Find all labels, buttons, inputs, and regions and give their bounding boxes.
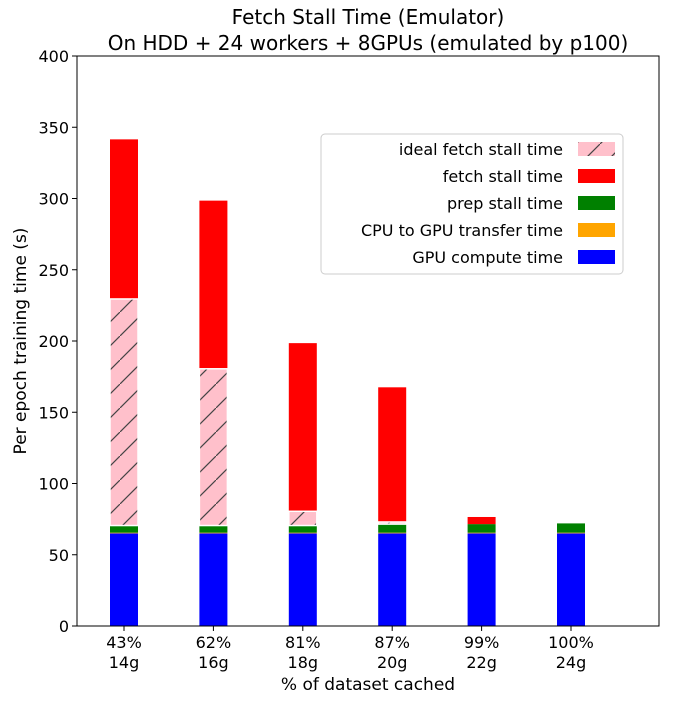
x-tick-label: 43% (106, 633, 142, 652)
x-tick-label: 87% (374, 633, 410, 652)
y-tick-label: 400 (38, 47, 69, 66)
bar-prep-stall-time (288, 525, 317, 533)
bar-gpu-compute-time (467, 533, 496, 626)
bar-cpu-to-gpu-transfer-time (557, 532, 585, 534)
x-tick-label: 99% (464, 633, 500, 652)
x-tick-label: 62% (196, 633, 232, 652)
x-tick-label: 81% (285, 633, 321, 652)
bar-gpu-compute-time (288, 533, 317, 626)
bar-ideal-fetch-stall-time (288, 510, 318, 527)
bars (109, 139, 585, 626)
bar-fetch-stall-time (378, 387, 407, 525)
y-tick-label: 300 (38, 190, 69, 209)
x-axis: 43%14g 62%16g 81%18g 87%20g 99%22g 100%24g (106, 626, 594, 672)
bar-cpu-to-gpu-transfer-time (288, 532, 317, 534)
bar-prep-stall-time (199, 525, 228, 533)
y-axis: 0 50 100 150 200 250 300 350 400 (38, 47, 77, 636)
bar-ideal-fetch-stall-time (377, 521, 407, 525)
y-tick-label: 100 (38, 475, 69, 494)
legend-swatch (578, 142, 615, 156)
bar-gpu-compute-time (110, 533, 138, 626)
y-tick-label: 0 (59, 617, 69, 636)
bar-fetch-stall-time (467, 516, 496, 525)
x-tick-label: 100% (548, 633, 594, 652)
legend-swatch (578, 169, 615, 183)
bar-cpu-to-gpu-transfer-time (199, 532, 228, 534)
legend-swatch (578, 196, 615, 210)
y-tick-label: 150 (38, 403, 69, 422)
plot-frame (76, 55, 660, 627)
y-axis-label: Per epoch training time (s) (11, 228, 31, 455)
bar-prep-stall-time (378, 524, 407, 533)
x-tick-label: 14g (109, 653, 140, 672)
legend-swatch (578, 223, 615, 237)
x-tick-label: 18g (288, 653, 319, 672)
bar-gpu-compute-time (557, 533, 585, 626)
legend-swatch (578, 250, 615, 264)
chart-title: Fetch Stall Time (Emulator) (232, 5, 505, 29)
bar-ideal-fetch-stall-time (109, 298, 139, 527)
legend-label: prep stall time (447, 194, 563, 213)
x-tick-label: 22g (466, 653, 497, 672)
legend-box (320, 133, 624, 275)
x-axis-label: % of dataset cached (281, 675, 455, 695)
legend-label: ideal fetch stall time (399, 140, 563, 159)
bar-fetch-stall-time (288, 343, 317, 526)
y-tick-label: 200 (38, 332, 69, 351)
x-tick-label: 16g (198, 653, 229, 672)
legend-label: fetch stall time (443, 167, 563, 186)
x-tick-label: 20g (377, 653, 408, 672)
bar-cpu-to-gpu-transfer-time (378, 532, 407, 534)
bar-cpu-to-gpu-transfer-time (467, 532, 496, 534)
y-tick-label: 50 (49, 546, 69, 565)
bar-ideal-fetch-stall-time (198, 368, 229, 527)
chart-subtitle: On HDD + 24 workers + 8GPUs (emulated by… (108, 31, 629, 55)
bar-gpu-compute-time (199, 533, 228, 626)
legend: ideal fetch stall time fetch stall time pr… (320, 133, 624, 275)
bar-prep-stall-time (557, 523, 585, 533)
bar-prep-stall-time (467, 524, 496, 533)
bar-cpu-to-gpu-transfer-time (110, 532, 138, 534)
y-tick-label: 350 (38, 118, 69, 137)
y-tick-label: 250 (38, 261, 69, 280)
legend-label: CPU to GPU transfer time (361, 221, 563, 240)
bar-prep-stall-time (110, 525, 138, 533)
legend-label: GPU compute time (412, 248, 563, 267)
bar-gpu-compute-time (378, 533, 407, 626)
x-tick-label: 24g (556, 653, 587, 672)
